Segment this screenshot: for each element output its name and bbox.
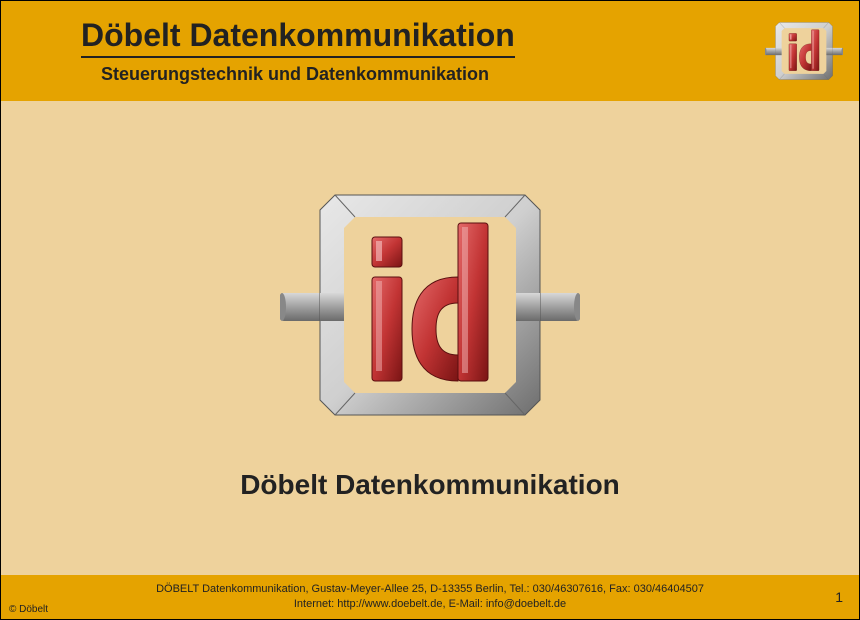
id-logo-large-icon: [280, 175, 580, 435]
slide-body: Döbelt Datenkommunikation: [1, 101, 859, 575]
footer-internet-line: Internet: http://www.doebelt.de, E-Mail:…: [1, 597, 859, 612]
header-subtitle: Steuerungstechnik und Datenkommunikation: [101, 64, 759, 85]
header-logo-container: [759, 1, 859, 101]
page-number: 1: [835, 589, 843, 605]
header-title: Döbelt Datenkommunikation: [81, 17, 515, 58]
id-logo-icon: [765, 12, 843, 90]
slide-header: Döbelt Datenkommunikation Steuerungstech…: [1, 1, 859, 101]
footer-address-line: DÖBELT Datenkommunikation, Gustav-Meyer-…: [1, 582, 859, 597]
presentation-slide: Döbelt Datenkommunikation Steuerungstech…: [0, 0, 860, 620]
footer-contact: DÖBELT Datenkommunikation, Gustav-Meyer-…: [1, 582, 859, 613]
footer-copyright: © Döbelt: [9, 604, 48, 615]
slide-footer: © Döbelt DÖBELT Datenkommunikation, Gust…: [1, 575, 859, 619]
header-text-block: Döbelt Datenkommunikation Steuerungstech…: [1, 1, 759, 101]
company-name: Döbelt Datenkommunikation: [240, 469, 620, 501]
